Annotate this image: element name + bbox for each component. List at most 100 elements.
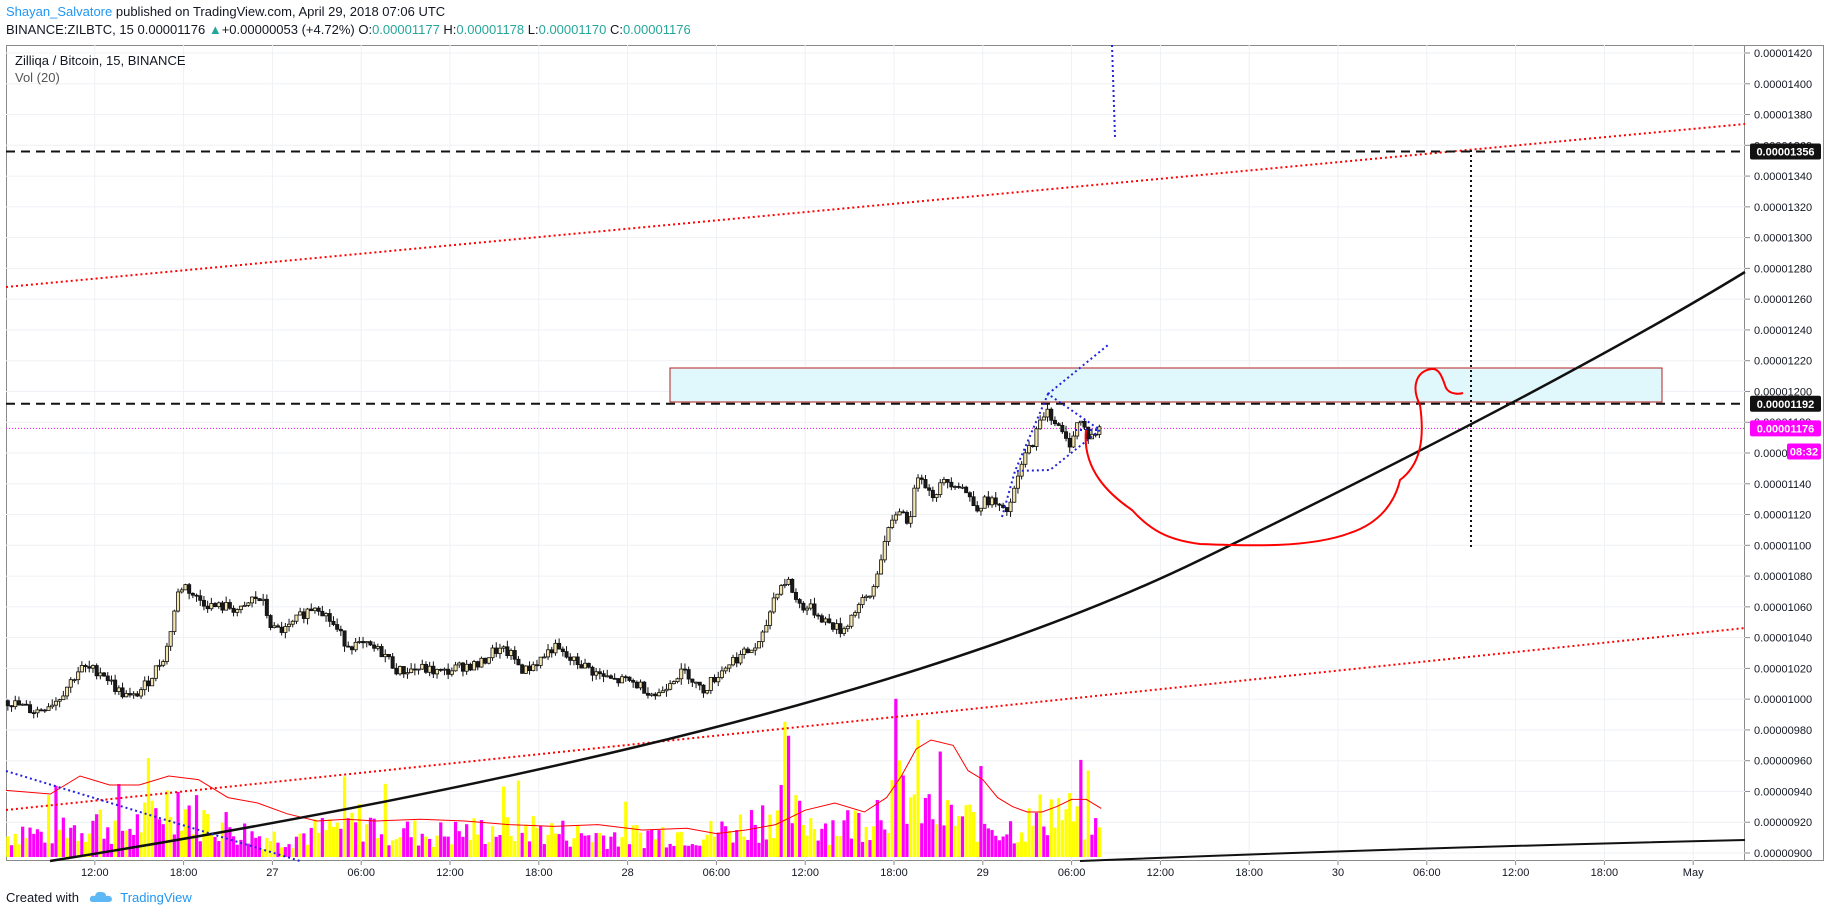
volume-bar [650,829,654,857]
price-label-text: 0.00001356 [1756,146,1814,158]
candle-body [978,507,983,512]
volume-bar [801,824,805,857]
symbol-text: BINANCE:ZILBTC, 15 [6,22,134,37]
candle-body [290,620,295,625]
candle-body [523,665,528,674]
candle-body [39,709,44,712]
x-tick-label: 12:00 [791,867,819,879]
volume-bar [272,831,276,857]
candle-body [719,670,724,678]
candle-body [686,669,691,680]
candle-body [72,679,77,682]
volume-bar [524,824,528,857]
volume-bar [298,833,302,857]
candle-body [594,671,599,676]
candle-body [235,609,240,613]
candle-body [1012,487,1017,503]
volume-bar [561,820,565,857]
x-tick-label: 12:00 [1147,867,1175,879]
author-link[interactable]: Shayan_Salvatore [6,4,113,19]
volume-bar [627,844,632,857]
candle-body [102,672,107,677]
y-tick-label: 0.00000980 [1754,725,1812,737]
candle-body [386,654,391,658]
candle-body [871,586,876,597]
volume-bar [827,844,831,857]
candle-body [227,602,232,609]
candle-body [139,689,144,697]
volume-bar [783,721,787,857]
volume-bar [557,834,561,857]
candle-body [990,497,995,506]
volume-bar [379,834,384,857]
volume-bar [835,835,839,857]
candle-body [338,628,343,632]
pane-title: Zilliqa / Bitcoin, 15, BINANCE [15,53,186,68]
volume-bar [1097,827,1101,857]
candle-body [190,592,195,596]
y-tick-label: 0.00001400 [1754,79,1812,91]
volume-bar [446,836,450,857]
y-tick-label: 0.00000920 [1754,817,1812,829]
volume-bar [883,829,887,857]
candle-body [1038,419,1043,430]
volume-bar [490,826,495,857]
volume-bar [550,823,554,857]
candle-body [664,688,669,692]
volume-bar [583,835,587,857]
y-tick-label: 0.00001100 [1754,540,1811,552]
candle-body [179,589,184,593]
candle-body [590,666,595,676]
y-tick-label: 0.00001280 [1754,263,1812,275]
candle-body [394,667,399,675]
volume-bar [812,829,817,857]
candle-body [564,651,569,658]
volume-bar [934,824,939,857]
volume-bar [120,830,125,857]
volume-bar [724,826,728,857]
candle-body [246,602,251,606]
volume-bar [431,846,435,857]
volume-bar [635,824,639,857]
candle-body [324,613,329,617]
x-tick-label: 28 [621,867,633,879]
volume-bar [331,826,336,857]
volume-bar [21,826,25,857]
volume-bar [465,824,469,857]
volume-bar [287,844,291,857]
candle-body [745,648,750,654]
candle-body [723,667,728,672]
candle-body [738,654,743,664]
candle-body [1008,501,1013,513]
volume-bar [994,835,998,857]
candle-body [13,700,18,708]
volume-bar [942,825,946,857]
y-tick-label: 0.00001260 [1754,294,1812,306]
volume-bar [716,832,720,857]
x-tick-label: 06:00 [703,867,731,879]
volume-bar [239,839,243,857]
candle-body [583,662,588,669]
volume-bar [668,843,672,857]
close-value: 0.00001176 [622,22,691,37]
volume-bar [646,830,650,857]
candle-body [312,607,317,612]
volume-bar [949,804,953,857]
tradingview-link[interactable]: TradingView [120,890,192,905]
volume-bar [146,757,151,857]
volume-bar [579,833,583,857]
volume-bar [927,794,931,857]
candle-body [694,681,699,684]
volume-bar [738,814,743,857]
volume-bar [128,828,132,857]
volume-bar [531,816,535,857]
volume-bar [761,805,765,857]
candle-body [967,492,972,498]
candle-body [631,680,636,683]
volume-bar [98,809,102,857]
low-label: L: [527,22,539,37]
annotations-back [5,123,1746,863]
candle-body [912,487,917,518]
volume-bar [975,841,979,857]
